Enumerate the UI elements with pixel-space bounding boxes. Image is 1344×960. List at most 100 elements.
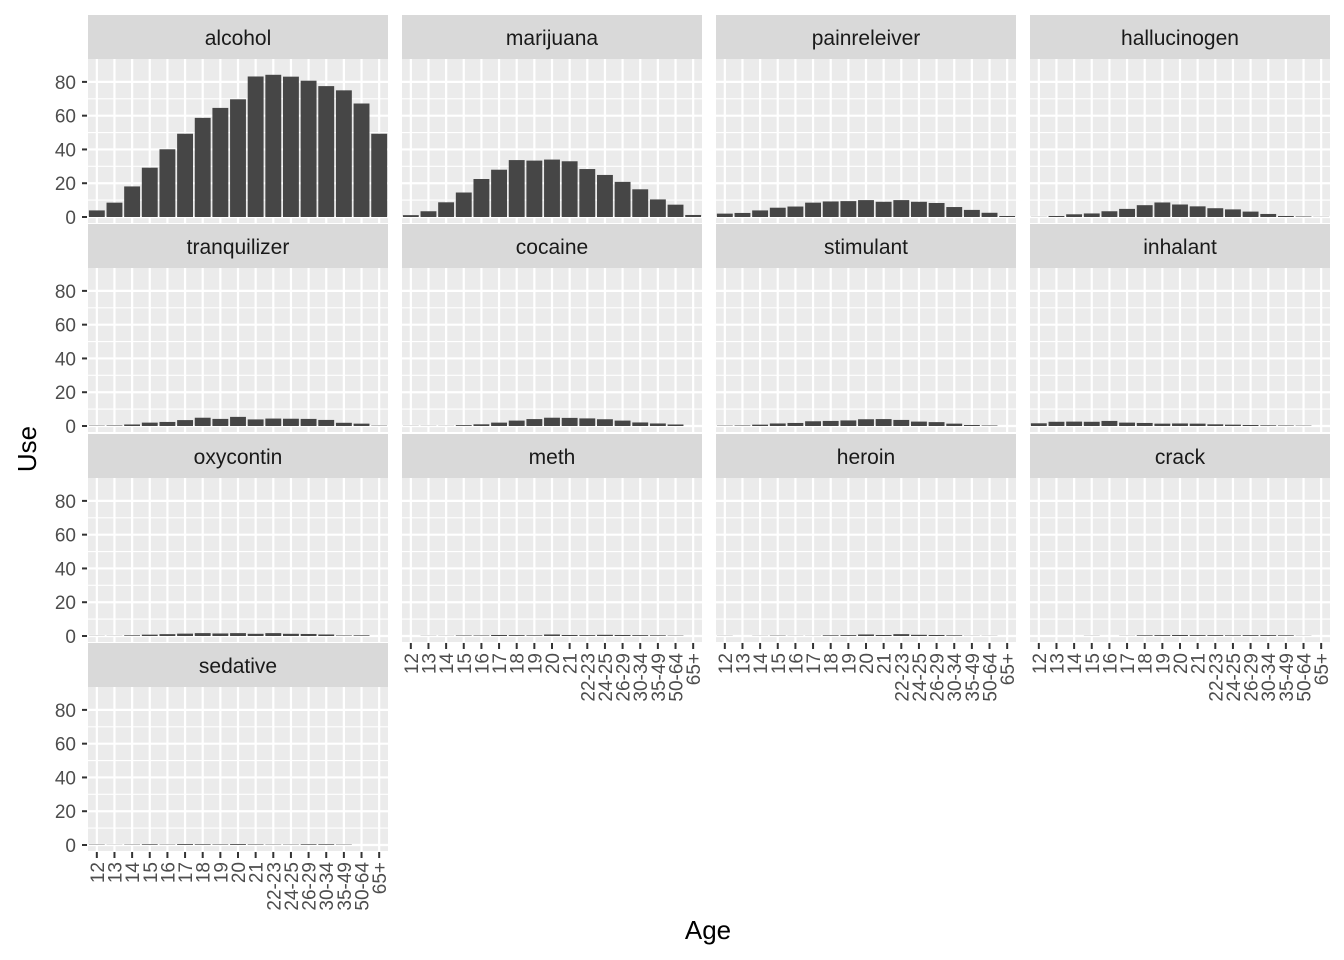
bar-hallucinogen-30-34 (1260, 213, 1277, 217)
x-tick-label: 65+ (1312, 653, 1333, 685)
y-tick-label: 0 (65, 836, 76, 857)
bar-meth-15 (455, 635, 472, 636)
bar-heroin-26-29 (928, 634, 945, 636)
bar-inhalant-18 (1136, 422, 1153, 426)
x-tick-label: 65+ (684, 653, 705, 685)
y-tick-label: 0 (65, 208, 76, 229)
x-tick-label: 24-25 (282, 862, 303, 911)
y-tick-label: 80 (55, 701, 76, 722)
bar-alcohol-19 (212, 107, 229, 217)
x-tick-label: 30-34 (1259, 653, 1280, 702)
bar-stimulant-14 (752, 424, 769, 426)
bar-hallucinogen-16 (1101, 211, 1118, 217)
bar-cocaine-24-25 (597, 419, 613, 426)
bar-crack-21 (1189, 635, 1206, 636)
facet-strip (1030, 15, 1330, 59)
y-tick-label: 40 (55, 768, 76, 789)
y-axis-title: Use (12, 426, 42, 472)
bar-cocaine-17 (491, 422, 507, 426)
bar-hallucinogen-19 (1154, 202, 1171, 217)
bar-inhalant-15 (1083, 421, 1100, 426)
x-tick-label: 17 (176, 862, 197, 883)
y-tick-label: 80 (55, 282, 76, 303)
bar-stimulant-30-34 (946, 423, 963, 426)
bar-cocaine-22-23 (579, 418, 596, 426)
x-tick-label: 13 (1047, 653, 1068, 674)
bar-crack-20 (1172, 634, 1188, 636)
x-tick-label: 24-25 (1224, 653, 1245, 702)
bar-painreleiver-12 (716, 213, 733, 217)
y-tick-label: 60 (55, 107, 76, 128)
bar-marijuana-22-23 (579, 169, 596, 217)
facet-strip (402, 224, 702, 268)
facet-strip (402, 434, 702, 478)
bar-tranquilizer-21 (247, 419, 264, 426)
bar-tranquilizer-19 (212, 418, 229, 426)
x-tick-label: 12 (1030, 653, 1051, 674)
x-tick-label: 18 (1136, 653, 1157, 674)
bar-cocaine-30-34 (632, 422, 649, 426)
bar-painreleiver-17 (805, 202, 821, 217)
x-tick-label: 20 (543, 653, 564, 674)
y-tick-label: 20 (55, 383, 76, 404)
bar-meth-21 (561, 634, 578, 636)
y-tick-label: 40 (55, 140, 76, 161)
bar-tranquilizer-14 (124, 424, 141, 426)
bar-meth-24-25 (597, 634, 613, 636)
bar-marijuana-18 (508, 160, 525, 217)
bar-painreleiver-26-29 (928, 202, 945, 217)
bar-marijuana-15 (455, 192, 472, 217)
bar-stimulant-26-29 (928, 422, 945, 426)
facet-panel-hallucinogen: hallucinogen (1030, 15, 1330, 223)
bar-meth-17 (491, 634, 507, 636)
bar-sedative-30-34 (318, 844, 335, 845)
x-tick-label: 21 (875, 653, 896, 674)
x-tick-label: 22-23 (578, 653, 599, 702)
facet-panel-crack: crack 1213141516171819202122-2324-2526-29… (1030, 434, 1333, 702)
bar-stimulant-20 (858, 419, 874, 426)
facet-panel-oxycontin: oxycontin 0 20 40 60 80 (55, 434, 388, 648)
bar-marijuana-26-29 (614, 181, 631, 217)
facet-strip (88, 643, 388, 687)
bar-tranquilizer-16 (159, 421, 176, 426)
x-tick-label: 18 (508, 653, 529, 674)
y-tick-label: 20 (55, 802, 76, 823)
x-tick-label: 21 (247, 862, 268, 883)
bar-hallucinogen-18 (1136, 205, 1153, 217)
facet-strip-label: crack (1155, 446, 1206, 469)
bar-cocaine-26-29 (614, 420, 631, 426)
bar-inhalant-35-49 (1277, 425, 1294, 426)
bar-stimulant-50-64 (981, 425, 998, 426)
bar-oxycontin-35-49 (335, 635, 352, 636)
bar-sedative-26-29 (300, 844, 317, 845)
bar-marijuana-50-64 (667, 204, 684, 217)
x-tick-label: 17 (490, 653, 511, 674)
bar-hallucinogen-20 (1172, 204, 1188, 217)
x-tick-label: 35-49 (963, 653, 984, 702)
bar-marijuana-12 (402, 215, 419, 217)
x-tick-label: 14 (123, 862, 144, 884)
bar-painreleiver-35-49 (963, 209, 980, 217)
bar-painreleiver-13 (734, 212, 751, 217)
bar-cocaine-20 (544, 417, 560, 426)
x-tick-label: 15 (455, 653, 476, 674)
bar-painreleiver-50-64 (981, 212, 998, 217)
bar-painreleiver-15 (769, 207, 786, 217)
y-tick-label: 60 (55, 735, 76, 756)
bar-hallucinogen-14 (1066, 214, 1083, 217)
bar-tranquilizer-30-34 (318, 419, 335, 426)
bar-crack-26-29 (1242, 635, 1259, 636)
bar-tranquilizer-26-29 (300, 418, 317, 426)
bar-oxycontin-14 (124, 635, 141, 636)
bar-marijuana-35-49 (649, 199, 666, 217)
x-tick-label: 26-29 (614, 653, 635, 702)
facet-strip (716, 434, 1016, 478)
bar-meth-18 (508, 635, 525, 636)
x-tick-label: 30-34 (317, 862, 338, 911)
bar-inhalant-19 (1154, 423, 1171, 426)
x-axis-title: Age (685, 915, 731, 945)
x-tick-label: 16 (786, 653, 807, 674)
bar-meth-20 (544, 634, 560, 636)
bar-alcohol-18 (194, 117, 211, 217)
